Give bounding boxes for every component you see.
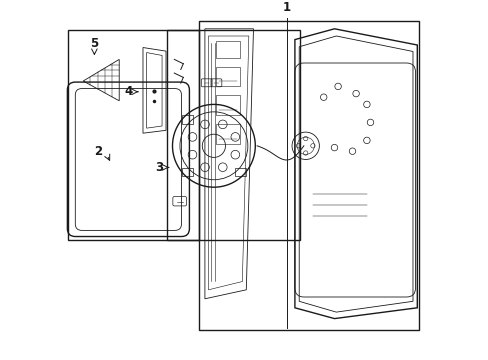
Text: 2: 2 [94,145,102,158]
Bar [234,168,245,176]
Bar [182,115,193,124]
Bar [68,30,199,240]
Text: 4: 4 [124,85,132,98]
Bar [182,168,193,176]
Bar [216,124,239,144]
Bar [216,95,239,115]
Bar [216,41,239,58]
Text: 3: 3 [154,161,163,174]
Bar [216,67,239,86]
Text: 5: 5 [90,37,98,50]
Bar [199,21,418,330]
Bar [167,30,300,240]
Text: 1: 1 [283,1,290,14]
